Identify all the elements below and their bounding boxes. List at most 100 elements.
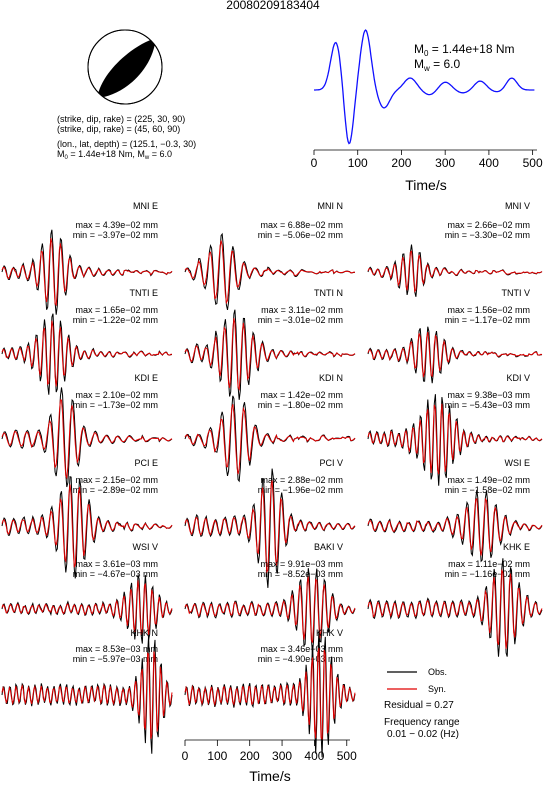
stf-tick-label: 400 xyxy=(479,156,499,170)
frequency-title: Frequency range xyxy=(384,717,460,728)
bottom-time-axis: 0 100 200 300 400 500 Time/s xyxy=(182,739,357,784)
stf-tick-label: 100 xyxy=(348,156,368,170)
bottom-tick-label: 100 xyxy=(207,749,227,763)
stf-tick-label: 200 xyxy=(391,156,411,170)
stf-xlabel: Time/s xyxy=(405,177,446,193)
observed-trace xyxy=(367,489,543,563)
station-min: min = −2.89e−02 mm xyxy=(73,485,158,495)
station-max: max = 1.65e−02 mm xyxy=(75,305,158,315)
station-min: min = −1.22e−02 mm xyxy=(73,315,158,325)
station-max: max = 6.88e−02 mm xyxy=(260,220,343,230)
station-max: max = 1.56e−02 mm xyxy=(447,305,530,315)
legend-obs-label: Obs. xyxy=(428,667,447,677)
station-min: min = −1.16e−02 mm xyxy=(445,569,530,579)
synthetic-trace xyxy=(184,480,356,574)
station-max: max = 3.61e−03 mm xyxy=(75,559,158,569)
station-max: max = 2.10e−02 mm xyxy=(75,390,158,400)
synthetic-trace xyxy=(1,238,173,307)
synthetic-trace xyxy=(1,320,172,387)
location-text: (lon., lat, depth) = (125.1, −0.3, 30) xyxy=(57,139,196,149)
station-min: min = −1.96e−02 mm xyxy=(258,485,343,495)
station-name: MNI V xyxy=(505,201,530,211)
synthetic-trace xyxy=(1,651,173,740)
station-name: MNI E xyxy=(133,201,158,211)
station-min: min = −1.80e−02 mm xyxy=(258,400,343,410)
station-max: max = 3.46e−03 mm xyxy=(260,644,343,654)
stf-panel: 0 100 200 300 400 500 Time/s M0 = 1.44e+18 Nm… xyxy=(311,29,543,193)
synthetic-trace xyxy=(367,403,543,475)
stf-curve xyxy=(314,29,535,145)
station-max: max = 2.88e−02 mm xyxy=(260,475,343,485)
synthetic-trace xyxy=(184,576,356,643)
station-name: KHK V xyxy=(316,628,343,638)
station-name: KHK E xyxy=(503,542,530,552)
station-name: KDI V xyxy=(506,373,530,383)
station-name: WSI E xyxy=(504,458,530,468)
station-min: min = −3.30e−02 mm xyxy=(445,230,530,240)
synthetic-trace xyxy=(184,240,356,305)
station-name: TNTI V xyxy=(502,288,531,298)
station-max: max = 9.91e−03 mm xyxy=(260,559,343,569)
station-name: PCI V xyxy=(319,458,343,468)
bottom-tick-label: 400 xyxy=(304,749,324,763)
synthetic-trace xyxy=(184,404,356,475)
station-min: min = −1.17e−02 mm xyxy=(445,315,530,325)
station-name: TNTI N xyxy=(314,288,343,298)
station-min: min = −4.90e−03 mm xyxy=(258,654,343,664)
station-max: max = 8.53e−03 mm xyxy=(75,644,158,654)
station-min: min = −5.43e−03 mm xyxy=(445,400,530,410)
plane1-text: (strike, dip, rake) = (225, 30, 90) xyxy=(57,114,185,124)
station-name: KHK N xyxy=(130,628,158,638)
bottom-tick-label: 200 xyxy=(240,749,260,763)
stf-tick-label: 0 xyxy=(311,156,318,170)
bottom-tick-label: 300 xyxy=(272,749,292,763)
station-name: KDI N xyxy=(319,373,343,383)
observed-trace xyxy=(1,229,173,315)
station-name: MNI N xyxy=(318,201,344,211)
station-min: min = −1.58e−02 mm xyxy=(445,485,530,495)
station-min: min = −3.97e−02 mm xyxy=(73,230,158,240)
plane2-text: (strike, dip, rake) = (45, 60, 90) xyxy=(57,124,180,134)
station-min: min = −5.97e−03 mm xyxy=(73,654,158,664)
station-name: BAKI V xyxy=(314,542,343,552)
bottom-tick-label: 500 xyxy=(337,749,357,763)
station-name: KDI E xyxy=(134,373,158,383)
station-max: max = 4.39e−02 mm xyxy=(75,220,158,230)
station-min: min = −8.52e−03 mm xyxy=(258,569,343,579)
synthetic-trace xyxy=(367,497,543,556)
residual-text: Residual = 0.27 xyxy=(384,700,454,711)
synthetic-trace xyxy=(1,484,173,568)
legend-syn-label: Syn. xyxy=(428,684,446,694)
station-max: max = 2.15e−02 mm xyxy=(75,475,158,485)
station-max: max = 3.11e−02 mm xyxy=(261,305,343,315)
synthetic-trace xyxy=(367,250,543,293)
bottom-tick-label: 0 xyxy=(182,749,189,763)
station-name: TNTI E xyxy=(130,288,159,298)
station-max: max = 1.42e−02 mm xyxy=(260,390,343,400)
stf-mw-label: Mw = 6.0 xyxy=(414,57,460,73)
synthetic-trace xyxy=(184,647,356,740)
station-min: min = −1.73e−02 mm xyxy=(73,400,158,410)
station-name: PCI E xyxy=(134,458,158,468)
station-max: max = 1.49e−02 mm xyxy=(447,475,530,485)
station-max: max = 2.66e−02 mm xyxy=(447,220,530,230)
frequency-value: 0.01 − 0.02 (Hz) xyxy=(387,729,459,740)
bottom-xlabel: Time/s xyxy=(249,768,290,784)
moment-text: M0 = 1.44e+18 Nm, Mw = 6.0 xyxy=(57,149,172,161)
